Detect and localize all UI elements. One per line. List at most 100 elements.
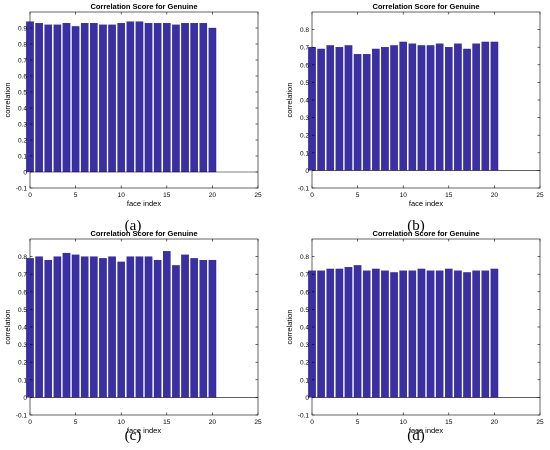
x-tick-label: 10 [400, 192, 408, 199]
bar [163, 23, 171, 173]
y-tick-label: 0.3 [18, 342, 27, 349]
bar [317, 48, 325, 171]
y-tick-label: 0 [23, 395, 27, 402]
x-tick-label: 10 [400, 419, 408, 426]
bar [399, 41, 407, 171]
bar [435, 270, 444, 398]
bar [481, 41, 490, 171]
caption-d: (d) [407, 428, 425, 444]
y-tick-label: -0.1 [298, 413, 310, 420]
bar [117, 261, 125, 398]
bar [53, 24, 62, 173]
x-tick-label: 20 [491, 192, 499, 199]
bar [44, 259, 53, 398]
y-tick-label: 0.2 [18, 360, 27, 367]
y-tick-label: 0 [305, 168, 309, 175]
y-tick-label: 0.2 [18, 138, 27, 145]
bar [417, 268, 426, 398]
y-tick-label: 0.8 [300, 27, 309, 34]
chart-panel-a: Correlation Score for Genuine -0.1 0 0.1 0.2… [2, 0, 264, 222]
bar [90, 23, 98, 173]
bar [326, 45, 335, 171]
bar [353, 265, 362, 398]
x-axis-label: face index [409, 199, 443, 208]
bar [490, 268, 499, 398]
y-tick-label: 0.6 [300, 62, 309, 69]
bar [408, 270, 417, 398]
bar [80, 23, 89, 173]
bar [144, 23, 153, 173]
y-tick-label: 0.7 [18, 272, 27, 279]
y-tick-label: 0.7 [300, 45, 309, 52]
bar [172, 24, 180, 173]
bar [62, 252, 71, 398]
y-tick-label: 0.1 [18, 154, 27, 161]
chart-svg: Correlation Score for Genuine-0.100.10.2… [285, 2, 544, 208]
bar [390, 272, 398, 398]
bar [44, 24, 53, 173]
x-tick-label: 25 [254, 419, 262, 426]
bar [481, 270, 490, 398]
bar [381, 270, 389, 398]
x-tick-label: 10 [118, 419, 126, 426]
bar [472, 43, 480, 171]
bar [35, 23, 43, 173]
bar [99, 24, 107, 173]
bar [372, 48, 380, 171]
bar [362, 54, 371, 171]
bar [490, 41, 499, 171]
bar [335, 47, 344, 171]
x-tick-label: 15 [445, 192, 453, 199]
y-tick-label: 0.8 [18, 42, 27, 49]
bar [181, 254, 189, 398]
y-tick-label: 0.4 [18, 325, 27, 332]
bar [362, 270, 371, 398]
chart-title: Correlation Score for Genuine [90, 229, 197, 238]
x-tick-label: 5 [356, 192, 360, 199]
bar [472, 270, 480, 398]
y-tick-label: 0.8 [18, 254, 27, 261]
bar [308, 270, 316, 398]
bar [463, 272, 471, 398]
y-tick-label: 0.5 [18, 307, 27, 314]
x-axis-label: face index [127, 199, 161, 208]
x-tick-label: 0 [28, 192, 32, 199]
bar [71, 26, 80, 173]
y-tick-label: 0.5 [300, 80, 309, 87]
y-tick-label: -0.1 [16, 413, 28, 420]
bar [426, 270, 435, 398]
x-axis-label: face index [409, 426, 443, 435]
bar [435, 43, 444, 171]
bar [335, 268, 344, 398]
bar [199, 259, 208, 398]
x-axis-label: face index [127, 426, 161, 435]
x-tick-label: 20 [491, 419, 499, 426]
x-tick-label: 5 [356, 419, 360, 426]
x-tick-label: 10 [118, 192, 126, 199]
bar [390, 45, 398, 171]
caption-b: (b) [407, 218, 425, 234]
chart-title: Correlation Score for Genuine [90, 2, 197, 11]
bar [163, 251, 171, 398]
y-tick-label: 0.5 [18, 90, 27, 97]
bar [181, 23, 189, 173]
chart-svg: Correlation Score for Genuine-0.100.10.2… [3, 2, 262, 208]
bar [199, 23, 208, 173]
bar [454, 43, 462, 171]
bar [35, 256, 43, 398]
bar [208, 27, 217, 173]
y-axis-label: correlation [285, 309, 294, 344]
bar [108, 256, 116, 398]
bar [108, 24, 116, 173]
bar [90, 256, 98, 398]
y-tick-label: 0.3 [18, 122, 27, 129]
bar [80, 256, 89, 398]
x-tick-label: 25 [536, 419, 544, 426]
y-tick-label: 0.1 [300, 377, 309, 384]
bar [172, 265, 180, 398]
y-tick-label: 0.6 [18, 289, 27, 296]
bar [399, 270, 407, 398]
x-tick-label: 15 [163, 419, 171, 426]
bar [317, 270, 325, 398]
chart-svg: Correlation Score for Genuine-0.100.10.2… [285, 229, 544, 435]
